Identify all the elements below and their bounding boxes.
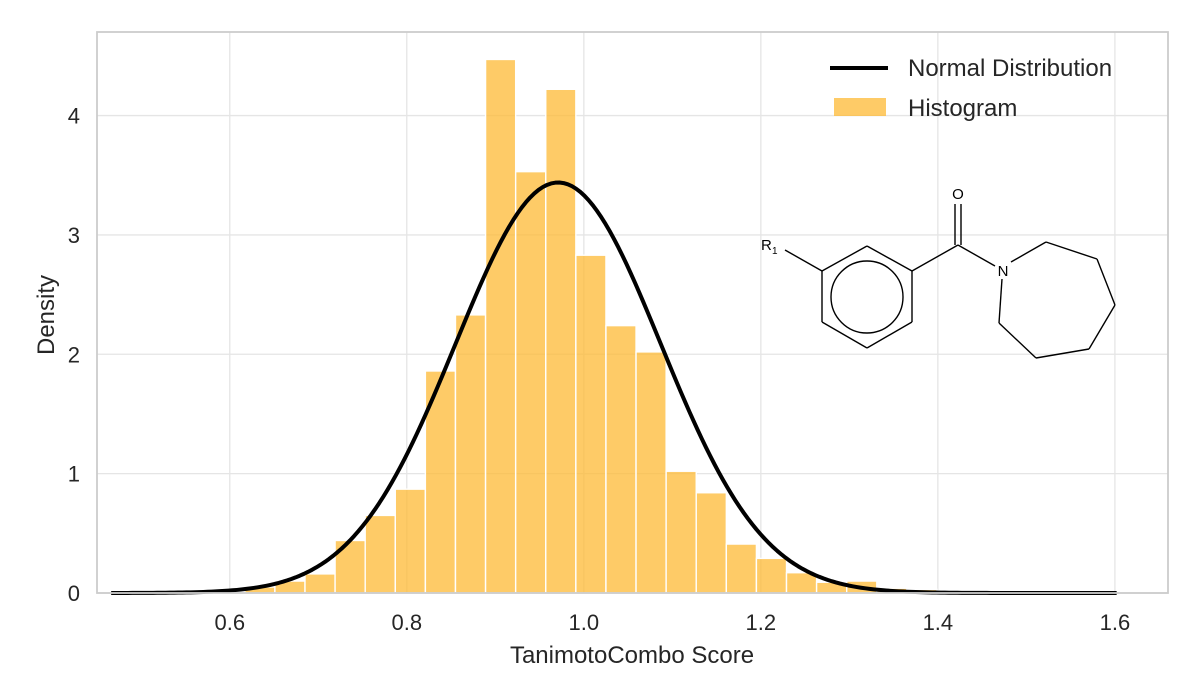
ring-bond-1 (866, 245, 913, 272)
legend-label-histogram: Histogram (908, 95, 1017, 122)
legend-bar-swatch (834, 98, 886, 116)
histogram-bar (545, 88, 577, 594)
azepane-bond-4 (1088, 304, 1116, 350)
y-axis-label: Density (33, 275, 60, 355)
y-tick-label: 1 (68, 462, 80, 487)
x-tick-label: 1.0 (569, 610, 600, 635)
y-tick-labels: 0 1 2 3 4 (68, 104, 80, 606)
azepane-bond-5 (1035, 348, 1090, 359)
azepane-bond-3 (1096, 258, 1116, 306)
r-group-subscript: 1 (772, 246, 778, 257)
aromatic-ring-circle (830, 260, 904, 334)
histogram-bar (605, 324, 637, 594)
histogram-bar (454, 314, 487, 594)
legend-label-normal: Normal Distribution (908, 55, 1112, 82)
ring-bond-4 (821, 321, 868, 349)
ring-bond-3 (866, 321, 913, 349)
histogram-bar (665, 470, 697, 594)
r-group-bond (784, 249, 823, 272)
azepane-bond-7 (998, 278, 1003, 324)
histogram-bar (514, 170, 547, 594)
legend: Normal Distribution Histogram (830, 55, 1112, 122)
amide-bond (957, 244, 996, 267)
nitrogen-atom-label: N (998, 263, 1009, 280)
azepane-bond-2 (1045, 241, 1098, 260)
histogram-bar (695, 492, 728, 594)
ring-bond-6 (821, 245, 868, 272)
azepane-bond-1 (1010, 241, 1047, 263)
histogram-bar (364, 514, 396, 594)
x-tick-label: 1.6 (1100, 610, 1131, 635)
histogram-bar (725, 543, 758, 594)
histogram-bar (575, 254, 607, 594)
histogram-bar (394, 488, 427, 594)
y-tick-label: 0 (68, 581, 80, 606)
x-tick-label: 0.6 (214, 610, 245, 635)
plot-frame (96, 31, 1169, 594)
molecule-structure (784, 204, 1116, 359)
azepane-bond-6 (998, 322, 1037, 359)
x-axis-label: TanimotoCombo Score (510, 642, 754, 669)
y-tick-label: 2 (68, 342, 80, 367)
y-tick-label: 4 (68, 104, 80, 129)
x-tick-label: 1.4 (923, 610, 954, 635)
carbonyl-carbon-bond (911, 244, 959, 272)
x-tick-label: 1.2 (746, 610, 777, 635)
histogram-bar (635, 351, 667, 594)
x-tick-labels: 0.6 0.8 1.0 1.2 1.4 1.6 (214, 610, 1130, 635)
y-tick-label: 3 (68, 223, 80, 248)
histogram-bar (755, 557, 788, 594)
histogram-bar (304, 573, 336, 594)
oxygen-atom-label: O (952, 186, 964, 203)
histogram-bar (484, 58, 517, 594)
x-tick-label: 0.8 (391, 610, 422, 635)
r-group-label: R (761, 237, 772, 254)
